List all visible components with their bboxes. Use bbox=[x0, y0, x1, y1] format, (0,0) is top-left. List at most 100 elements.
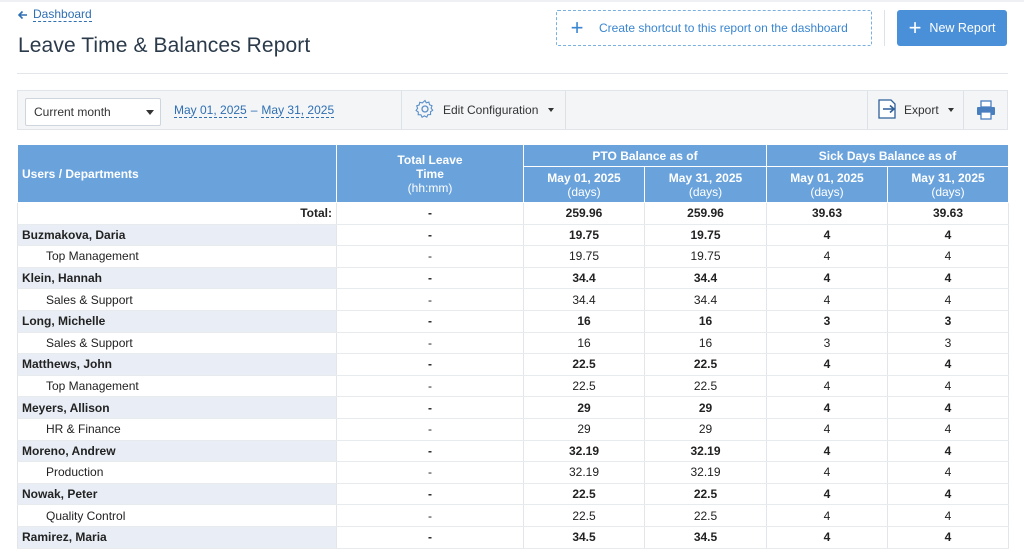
user-name-cell: Moreno, Andrew bbox=[17, 440, 337, 463]
department-row: Quality Control -22.5 22.5 4 4 bbox=[17, 504, 1010, 527]
table-cell: 34.5 bbox=[644, 526, 767, 549]
column-header-sick-end[interactable]: May 31, 2025 (days) bbox=[886, 166, 1010, 203]
table-cell: 4 bbox=[887, 353, 1010, 376]
table-cell: - bbox=[336, 396, 524, 419]
column-header-pto-start[interactable]: May 01, 2025 (days) bbox=[523, 166, 645, 203]
date-to-link[interactable]: May 31, 2025 bbox=[261, 103, 335, 118]
table-cell: 4 bbox=[766, 224, 888, 247]
table-cell: 4 bbox=[887, 396, 1010, 419]
table-cell: 4 bbox=[766, 483, 888, 506]
table-cell: 19.75 bbox=[644, 245, 767, 268]
table-cell: - bbox=[336, 245, 524, 268]
table-cell: 19.75 bbox=[523, 224, 645, 247]
table-cell: 16 bbox=[523, 310, 645, 333]
table-cell: 22.5 bbox=[644, 353, 767, 376]
table-cell: 16 bbox=[523, 332, 645, 355]
department-row: Top Management -19.75 19.75 4 4 bbox=[17, 245, 1010, 268]
create-shortcut-button[interactable]: + Create shortcut to this report on the … bbox=[556, 10, 872, 46]
department-name-cell: Sales & Support bbox=[17, 332, 337, 355]
table-cell: 4 bbox=[887, 288, 1010, 311]
period-select-value: Current month bbox=[34, 105, 111, 119]
table-cell: 34.4 bbox=[644, 267, 767, 290]
report-table: Users / Departments Total Leave Time (hh… bbox=[17, 144, 1010, 549]
department-name-cell: Quality Control bbox=[17, 504, 337, 527]
user-row: Ramirez, Maria -34.5 34.5 4 4 bbox=[17, 526, 1010, 549]
user-row: Moreno, Andrew -32.19 32.19 4 4 bbox=[17, 440, 1010, 463]
table-cell: - bbox=[336, 310, 524, 333]
export-icon bbox=[877, 98, 899, 123]
export-button[interactable]: Export bbox=[877, 98, 954, 122]
table-cell: - bbox=[336, 353, 524, 376]
table-cell: 32.19 bbox=[523, 440, 645, 463]
column-header-pto-end[interactable]: May 31, 2025 (days) bbox=[644, 166, 767, 203]
column-header-sick-start[interactable]: May 01, 2025 (days) bbox=[766, 166, 888, 203]
column-header-total-leave[interactable]: Total Leave Time (hh:mm) bbox=[336, 144, 524, 203]
table-cell: 4 bbox=[766, 440, 888, 463]
column-header-users[interactable]: Users / Departments bbox=[17, 144, 337, 203]
department-row: Sales & Support -16 16 3 3 bbox=[17, 332, 1010, 355]
user-name-cell: Nowak, Peter bbox=[17, 483, 337, 506]
caret-down-icon bbox=[947, 108, 954, 112]
table-cell: - bbox=[336, 375, 524, 398]
department-name-cell: Sales & Support bbox=[17, 288, 337, 311]
department-row: Production -32.19 32.19 4 4 bbox=[17, 461, 1010, 484]
create-shortcut-label: Create shortcut to this report on the da… bbox=[599, 21, 848, 35]
department-name-cell: Top Management bbox=[17, 375, 337, 398]
table-cell: 22.5 bbox=[523, 504, 645, 527]
table-cell: 4 bbox=[766, 396, 888, 419]
date-from-link[interactable]: May 01, 2025 bbox=[174, 103, 247, 118]
caret-down-icon bbox=[146, 110, 154, 115]
department-row: HR & Finance -29 29 4 4 bbox=[17, 418, 1010, 441]
print-button[interactable] bbox=[975, 99, 997, 121]
user-name-cell: Buzmakova, Daria bbox=[17, 224, 337, 247]
table-cell: 32.19 bbox=[523, 461, 645, 484]
table-cell: 4 bbox=[887, 224, 1010, 247]
table-cell: 39.63 bbox=[766, 202, 888, 225]
table-cell: 4 bbox=[766, 288, 888, 311]
back-to-dashboard-link[interactable]: Dashboard bbox=[18, 7, 92, 22]
table-cell: 4 bbox=[887, 245, 1010, 268]
table-cell: - bbox=[336, 526, 524, 549]
user-row: Matthews, John -22.5 22.5 4 4 bbox=[17, 353, 1010, 376]
table-cell: 4 bbox=[766, 353, 888, 376]
table-cell: - bbox=[336, 418, 524, 441]
table-cell: 29 bbox=[523, 418, 645, 441]
table-cell: 4 bbox=[766, 526, 888, 549]
user-row: Long, Michelle -16 16 3 3 bbox=[17, 310, 1010, 333]
table-cell: - bbox=[336, 224, 524, 247]
report-toolbar: Current month May 01, 2025 – May 31, 202… bbox=[17, 90, 1008, 130]
table-cell: 4 bbox=[887, 418, 1010, 441]
table-cell: - bbox=[336, 504, 524, 527]
user-row: Nowak, Peter -22.5 22.5 4 4 bbox=[17, 483, 1010, 506]
user-row: Meyers, Allison -29 29 4 4 bbox=[17, 396, 1010, 419]
table-cell: 16 bbox=[644, 332, 767, 355]
table-cell: 4 bbox=[766, 245, 888, 268]
table-cell: 4 bbox=[887, 504, 1010, 527]
table-cell: - bbox=[336, 332, 524, 355]
table-cell: 22.5 bbox=[523, 483, 645, 506]
page-title: Leave Time & Balances Report bbox=[18, 34, 311, 57]
table-cell: - bbox=[336, 461, 524, 484]
user-name-cell: Long, Michelle bbox=[17, 310, 337, 333]
edit-configuration-button[interactable]: Edit Configuration bbox=[415, 99, 555, 121]
table-cell: 22.5 bbox=[523, 375, 645, 398]
table-cell: - bbox=[336, 202, 524, 225]
caret-down-icon bbox=[548, 108, 555, 112]
table-cell: 259.96 bbox=[644, 202, 767, 225]
table-cell: - bbox=[336, 267, 524, 290]
table-cell: 34.5 bbox=[523, 526, 645, 549]
export-label: Export bbox=[904, 103, 939, 117]
top-border bbox=[0, 0, 1024, 2]
new-report-label: New Report bbox=[929, 21, 996, 35]
toolbar-divider bbox=[565, 91, 566, 129]
table-cell: 4 bbox=[887, 375, 1010, 398]
table-cell: - bbox=[336, 288, 524, 311]
table-cell: 22.5 bbox=[644, 375, 767, 398]
table-cell: 3 bbox=[887, 332, 1010, 355]
new-report-button[interactable]: + New Report bbox=[897, 10, 1007, 46]
total-row: Total: - 259.96 259.96 39.63 39.63 bbox=[17, 202, 1010, 225]
period-select[interactable]: Current month bbox=[25, 98, 161, 126]
user-name-cell: Ramirez, Maria bbox=[17, 526, 337, 549]
department-row: Top Management -22.5 22.5 4 4 bbox=[17, 375, 1010, 398]
arrow-left-icon bbox=[18, 10, 28, 20]
